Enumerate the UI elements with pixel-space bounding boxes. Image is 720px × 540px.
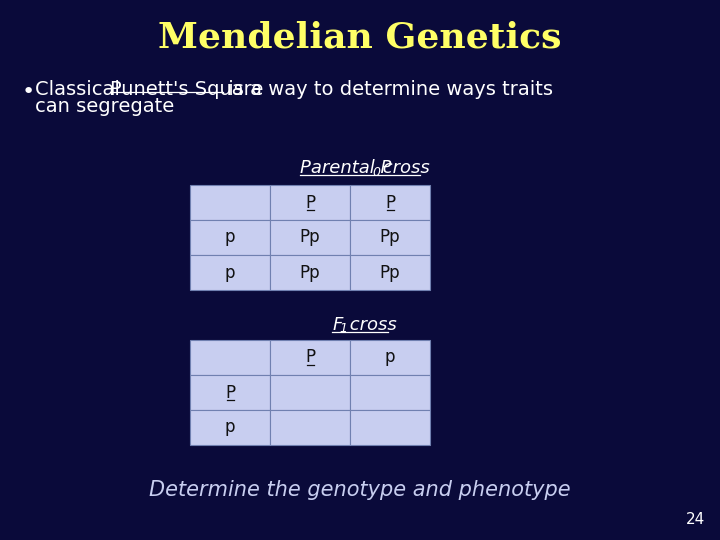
Text: p: p: [225, 228, 235, 246]
Bar: [190, 340, 270, 375]
Text: Determine the genotype and phenotype: Determine the genotype and phenotype: [149, 480, 571, 500]
Text: p: p: [384, 348, 395, 367]
Text: Punett's Square: Punett's Square: [110, 80, 264, 99]
Text: Pp: Pp: [379, 228, 400, 246]
Bar: [350, 220, 430, 255]
Text: cross: cross: [377, 159, 430, 177]
Text: 0: 0: [372, 165, 380, 179]
Bar: [190, 410, 270, 445]
Bar: [190, 255, 270, 290]
Bar: [270, 375, 350, 410]
Bar: [270, 255, 350, 290]
Bar: [350, 410, 430, 445]
Text: P: P: [305, 348, 315, 367]
Bar: [190, 185, 270, 220]
Text: P: P: [385, 193, 395, 212]
Bar: [270, 220, 350, 255]
Bar: [270, 410, 350, 445]
Text: P: P: [225, 383, 235, 402]
Bar: [270, 185, 350, 220]
Bar: [350, 375, 430, 410]
Bar: [190, 375, 270, 410]
Bar: [190, 220, 270, 255]
Text: Classical: Classical: [35, 80, 126, 99]
Bar: [350, 255, 430, 290]
Text: F: F: [333, 316, 343, 334]
Text: Pp: Pp: [300, 228, 320, 246]
Text: Mendelian Genetics: Mendelian Genetics: [158, 21, 562, 55]
Text: 1: 1: [340, 322, 348, 335]
Text: •: •: [22, 82, 35, 102]
Bar: [350, 340, 430, 375]
Text: P: P: [305, 193, 315, 212]
Text: p: p: [225, 264, 235, 281]
Text: Pp: Pp: [379, 264, 400, 281]
Bar: [350, 185, 430, 220]
Text: Pp: Pp: [300, 264, 320, 281]
Text: p: p: [225, 418, 235, 436]
Bar: [270, 340, 350, 375]
Text: Parental P: Parental P: [300, 159, 391, 177]
Text: cross: cross: [344, 316, 397, 334]
Text: is a way to determine ways traits: is a way to determine ways traits: [222, 80, 554, 99]
Text: 24: 24: [685, 512, 705, 527]
Text: can segregate: can segregate: [35, 97, 174, 116]
